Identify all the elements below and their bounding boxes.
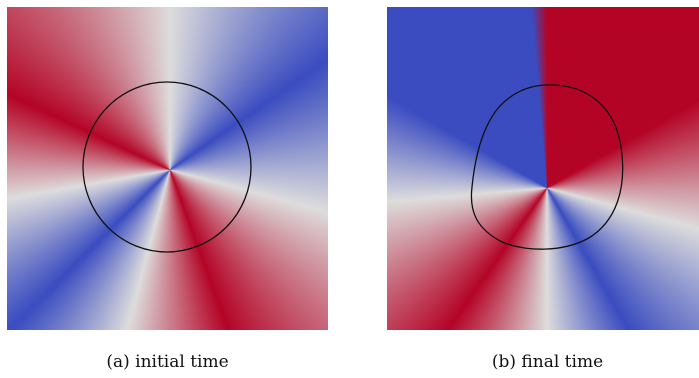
- panel-final-time: [387, 7, 699, 330]
- caption-text: final time: [521, 352, 604, 372]
- caption-initial-time: (a) initial time: [7, 352, 328, 372]
- caption-label: (b): [491, 352, 517, 372]
- angular-color-field: [387, 7, 699, 330]
- caption-label: (a): [106, 352, 130, 372]
- caption-final-time: (b) final time: [387, 352, 699, 372]
- deformed-interface-contour: [470, 84, 624, 250]
- panel-initial-time: [7, 7, 328, 330]
- angular-color-field: [7, 7, 328, 330]
- circular-interface-contour: [82, 81, 252, 253]
- caption-text: initial time: [135, 352, 229, 372]
